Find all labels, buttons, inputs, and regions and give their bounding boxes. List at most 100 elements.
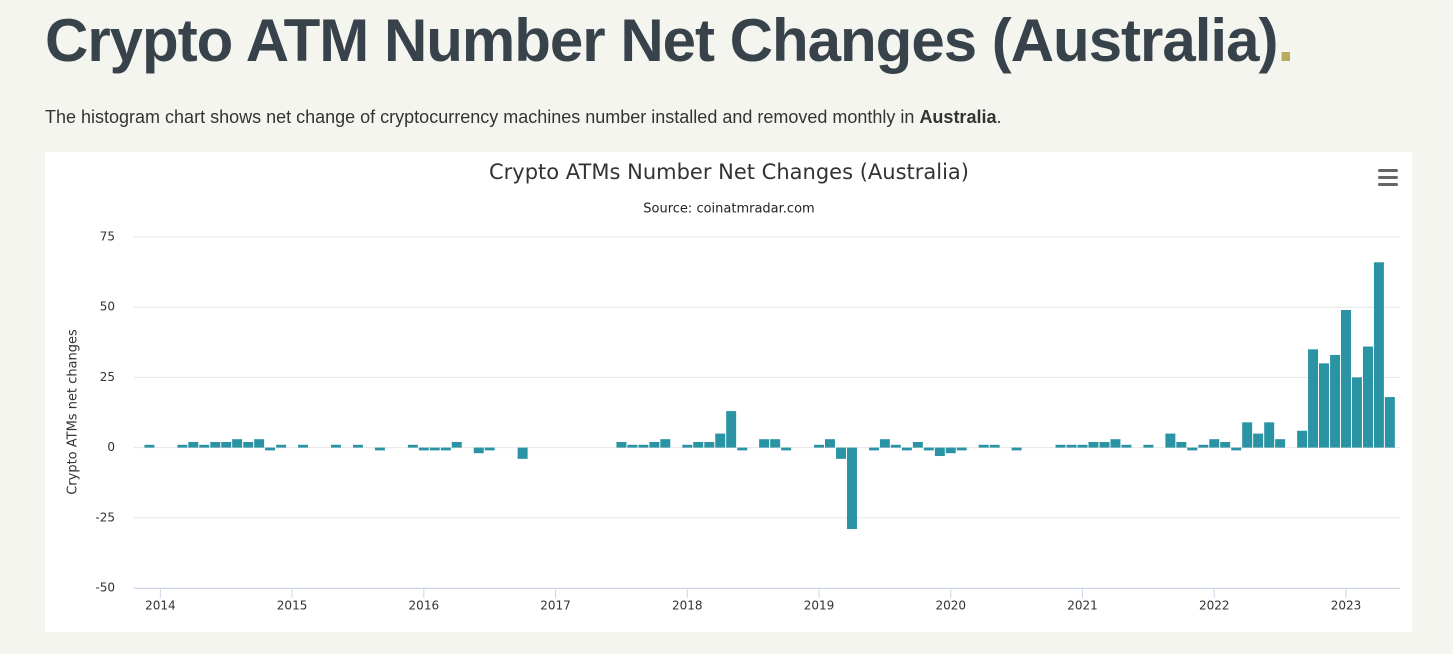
bar — [1297, 430, 1308, 448]
bar — [1121, 444, 1132, 448]
y-axis-title: Crypto ATMs net changes — [66, 329, 81, 495]
y-tick-label: -50 — [95, 581, 115, 595]
bar — [1209, 439, 1220, 448]
bar — [1362, 346, 1373, 448]
bar — [693, 441, 704, 448]
chart-title: Crypto ATMs Number Net Changes (Australi… — [489, 160, 969, 184]
bar — [1165, 433, 1176, 448]
bar — [243, 441, 254, 448]
bar — [1099, 441, 1110, 448]
bar — [934, 447, 945, 457]
bar — [330, 444, 341, 448]
bar — [759, 439, 770, 448]
bar — [737, 447, 748, 451]
menu-button[interactable] — [1378, 169, 1398, 186]
bar — [210, 441, 221, 448]
bar — [1264, 422, 1275, 448]
bar — [901, 447, 912, 451]
x-tick-label: 2017 — [540, 599, 571, 613]
bar — [715, 433, 726, 448]
bar — [374, 447, 385, 451]
bar — [440, 447, 451, 451]
bar — [199, 444, 210, 448]
x-tick-label: 2022 — [1199, 599, 1230, 613]
bar — [1308, 349, 1319, 448]
bar — [770, 439, 781, 448]
bar — [682, 444, 693, 448]
bar — [1340, 310, 1351, 448]
bar — [484, 447, 495, 451]
chart-card: Crypto ATMs Number Net Changes (Australi… — [45, 152, 1412, 632]
bar — [1077, 444, 1088, 448]
bar — [726, 411, 737, 448]
bar — [912, 441, 923, 448]
bar — [824, 439, 835, 448]
x-tick-label: 2020 — [936, 599, 967, 613]
bar — [1242, 422, 1253, 448]
bar — [144, 444, 155, 448]
chart: Crypto ATMs Number Net Changes (Australi… — [66, 160, 1400, 613]
bar — [265, 447, 276, 451]
bar — [221, 441, 232, 448]
bar — [1384, 397, 1395, 448]
bar — [1088, 441, 1099, 448]
bar — [1275, 439, 1286, 448]
bar — [1055, 444, 1066, 448]
bar — [1011, 447, 1022, 451]
x-tick-label: 2018 — [672, 599, 703, 613]
bar — [627, 444, 638, 448]
menu-bar[interactable] — [1378, 183, 1398, 186]
bar — [276, 444, 287, 448]
bar — [1318, 363, 1329, 448]
y-tick-label: -25 — [95, 510, 115, 524]
lead-text: The histogram chart shows net change of … — [45, 107, 920, 127]
bar — [1330, 354, 1341, 448]
lead-end: . — [996, 107, 1002, 127]
bar — [978, 444, 989, 448]
bar — [638, 444, 649, 448]
bar — [868, 447, 879, 451]
bar — [1253, 433, 1264, 448]
bar — [1143, 444, 1154, 448]
bar — [616, 441, 627, 448]
x-tick-label: 2023 — [1331, 599, 1362, 613]
bar — [846, 447, 857, 530]
lead: The histogram chart shows net change of … — [45, 107, 1001, 128]
x-tick-label: 2016 — [409, 599, 440, 613]
menu-bar[interactable] — [1378, 169, 1398, 172]
bar — [649, 441, 660, 448]
bar — [704, 441, 715, 448]
bar — [429, 447, 440, 451]
bar — [298, 444, 309, 448]
bar — [1110, 439, 1121, 448]
bar — [352, 444, 363, 448]
bar — [1231, 447, 1242, 451]
bar — [1373, 262, 1384, 448]
bar — [1220, 441, 1231, 448]
bar — [879, 439, 890, 448]
y-tick-label: 25 — [100, 370, 115, 384]
bar — [418, 447, 429, 451]
bar — [517, 447, 528, 459]
y-tick-label: 50 — [100, 300, 115, 314]
x-tick-label: 2019 — [804, 599, 835, 613]
bar — [177, 444, 188, 448]
bar — [945, 447, 956, 454]
bar — [836, 447, 847, 459]
bar — [660, 439, 671, 448]
bar — [1351, 377, 1362, 448]
title-text: Crypto ATM Number Net Changes (Australia… — [45, 7, 1278, 74]
bar — [814, 444, 825, 448]
bar — [407, 444, 418, 448]
bar — [254, 439, 265, 448]
bar — [473, 447, 484, 454]
x-tick-label: 2014 — [145, 599, 176, 613]
bar — [1187, 447, 1198, 451]
lead-bold: Australia — [919, 107, 997, 127]
bar — [1066, 444, 1077, 448]
bar — [956, 447, 967, 451]
x-tick-label: 2021 — [1067, 599, 1098, 613]
menu-bar[interactable] — [1378, 176, 1398, 179]
bar — [989, 444, 1000, 448]
